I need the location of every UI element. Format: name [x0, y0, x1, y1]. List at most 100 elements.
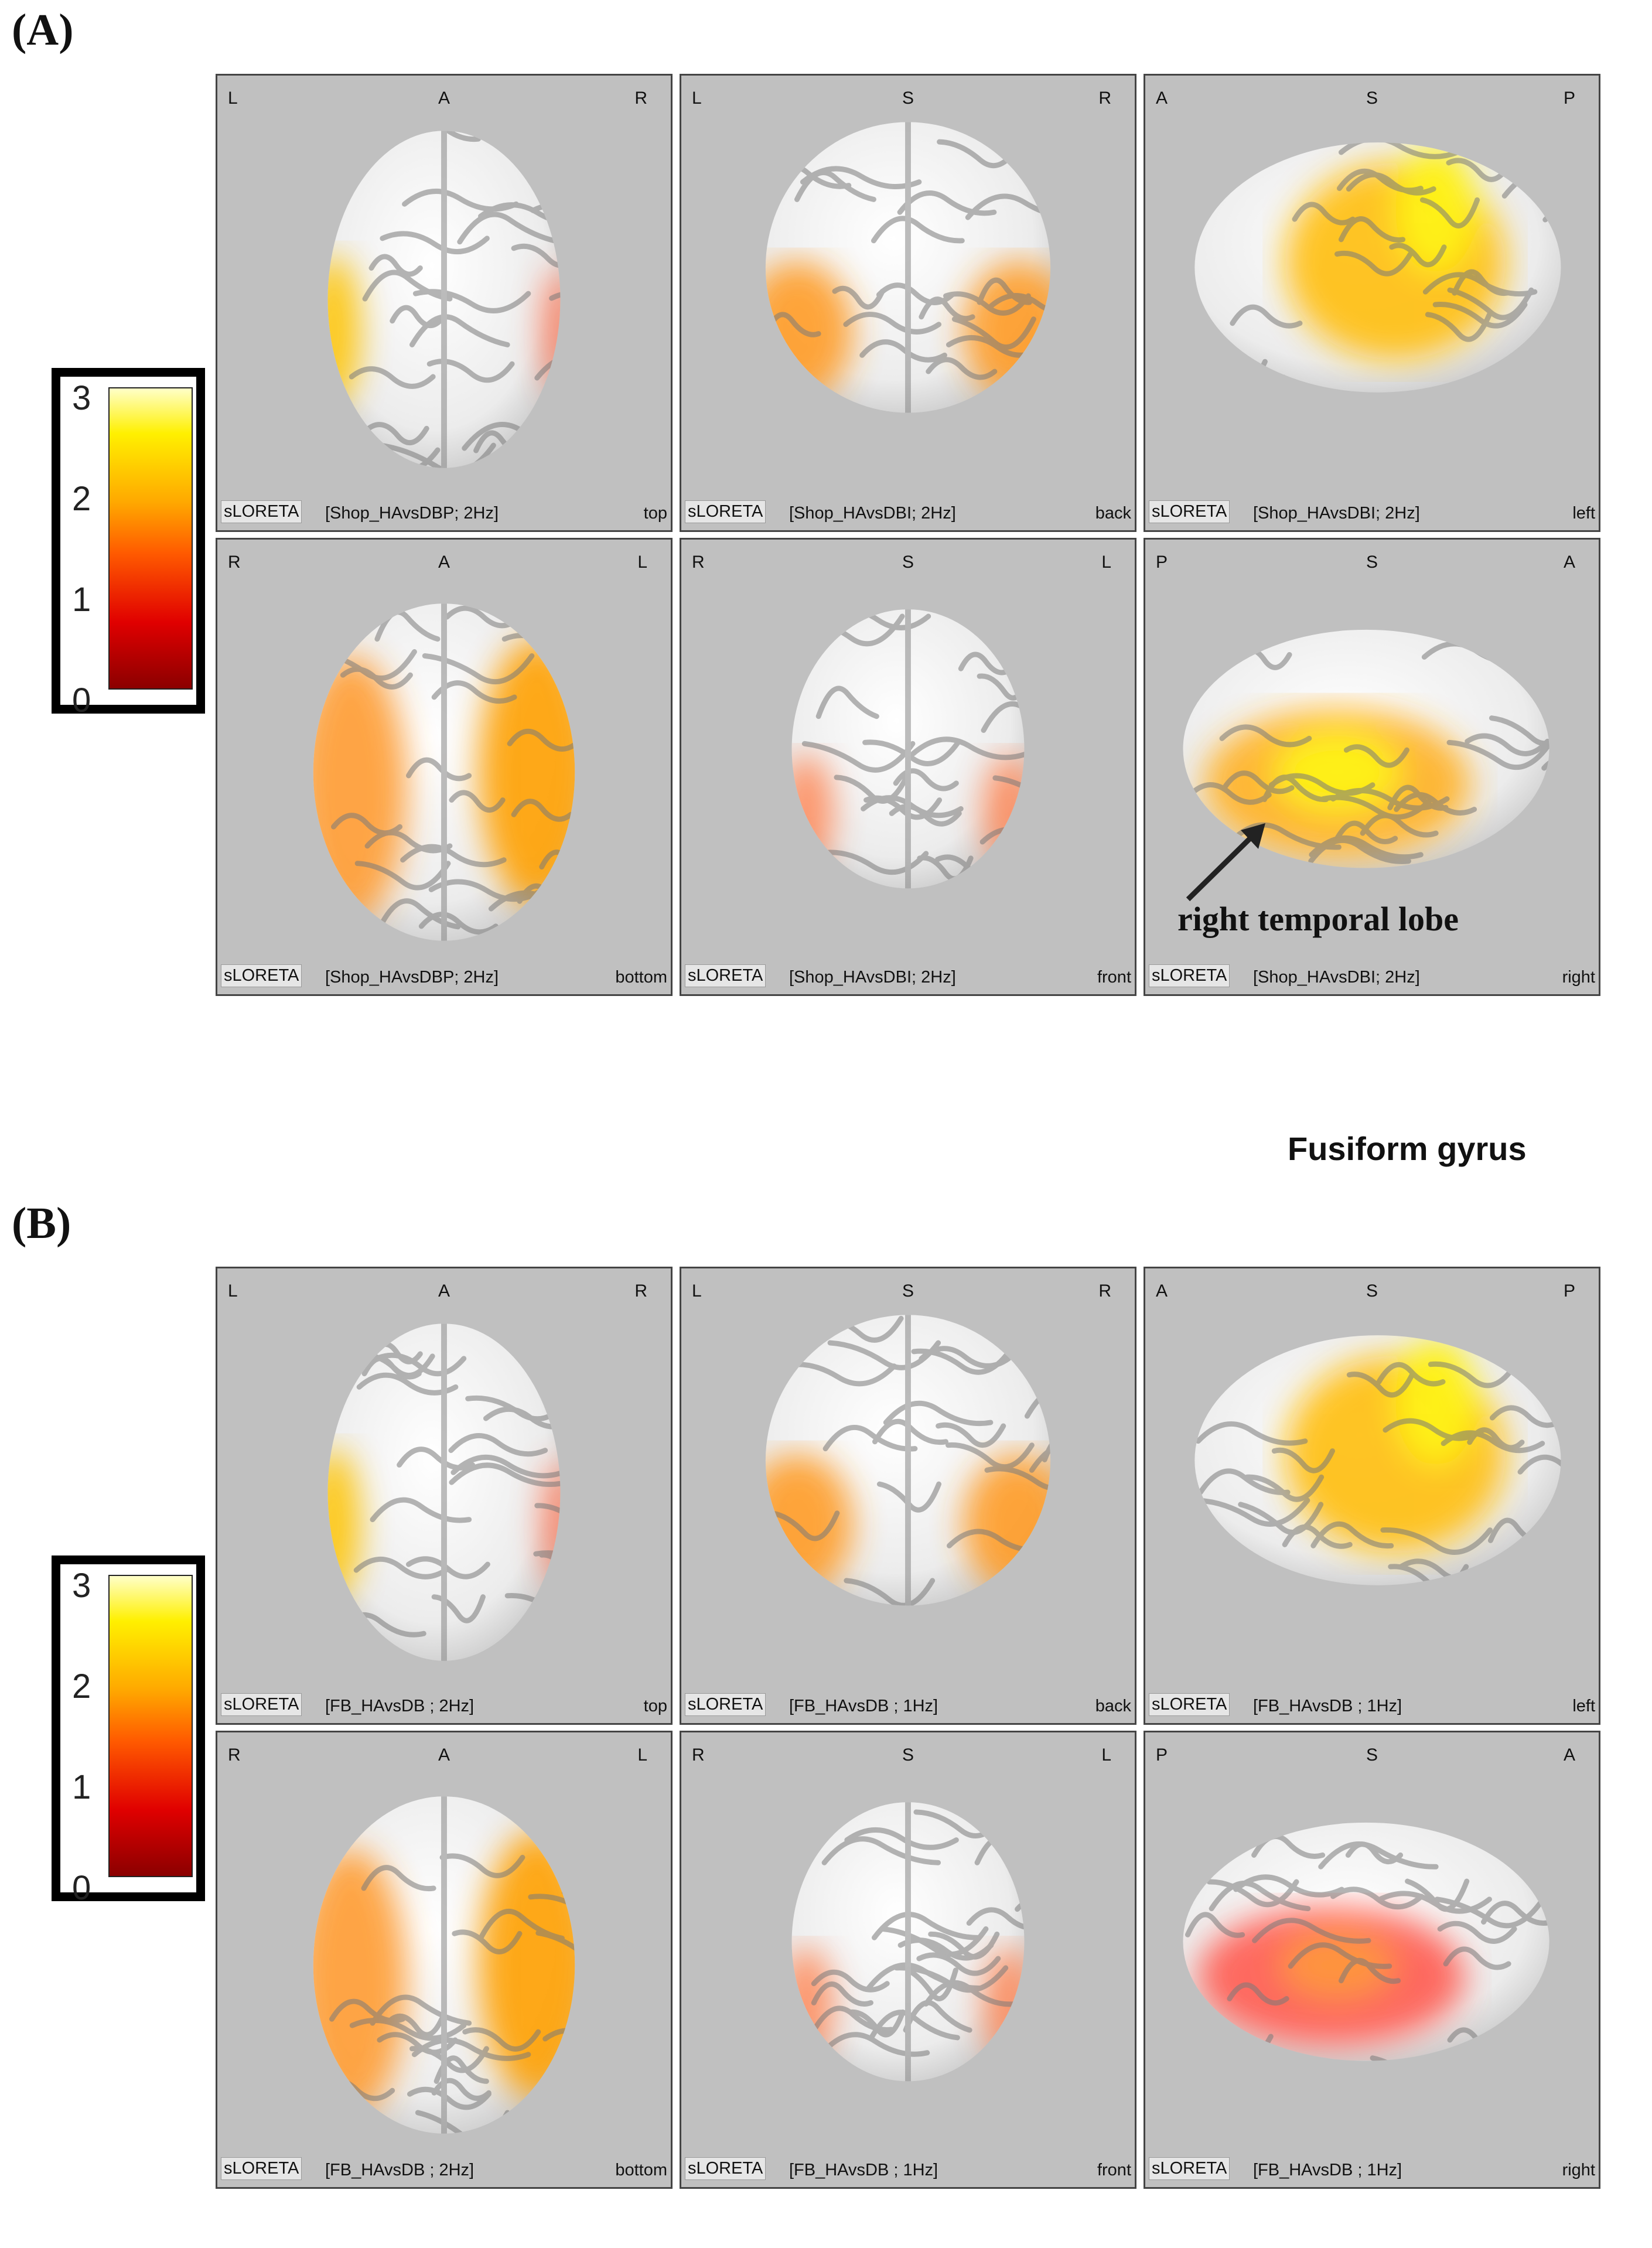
panel-b-label: (B): [12, 1199, 71, 1248]
orientation-center-label: S: [902, 88, 914, 108]
orientation-right-label: L: [1101, 552, 1111, 572]
contrast-label: [Shop_HAvsDBP; 2Hz]: [325, 504, 499, 523]
method-label: sLORETA: [221, 500, 302, 523]
brain-render: [1183, 629, 1549, 868]
view-footer: sLORETA [Shop_HAvsDBP; 2Hz] top: [221, 497, 667, 523]
orientation-left-label: A: [1156, 1281, 1168, 1301]
colorbar-b-tick-3: 3: [72, 1567, 91, 1605]
activation-region: [542, 1460, 561, 1588]
orientation-center-label: S: [902, 1281, 914, 1301]
orientation-right-label: P: [1563, 88, 1575, 108]
method-label: sLORETA: [1149, 500, 1230, 523]
orientation-right-label: A: [1563, 552, 1575, 572]
orientation-left-label: R: [692, 1745, 705, 1765]
view-direction-label: top: [643, 504, 667, 523]
colorbar-a-tick-0: 0: [72, 681, 91, 719]
orientation-left-label: L: [228, 88, 238, 108]
orientation-center-label: S: [1366, 88, 1378, 108]
brain-render: [313, 603, 575, 941]
view-footer: sLORETA [FB_HAvsDB ; 1Hz] front: [685, 2154, 1131, 2180]
orientation-left-label: L: [692, 88, 702, 108]
orientation-right-label: P: [1563, 1281, 1575, 1301]
view-footer: sLORETA [FB_HAvsDB ; 2Hz] bottom: [221, 2154, 667, 2180]
orientation-right-label: R: [1098, 88, 1111, 108]
orientation-right-label: L: [1101, 1745, 1111, 1765]
method-label: sLORETA: [685, 1693, 766, 1716]
view-direction-label: back: [1095, 504, 1131, 523]
activation-region: [963, 1454, 1051, 1594]
orientation-left-label: A: [1156, 88, 1168, 108]
view-footer: sLORETA [Shop_HAvsDBI; 2Hz] front: [685, 961, 1131, 987]
brain-render: [791, 1802, 1025, 2082]
orientation-left-label: L: [692, 1281, 702, 1301]
orientation-center-label: A: [438, 552, 450, 572]
orientation-right-label: R: [1098, 1281, 1111, 1301]
view-direction-label: back: [1095, 1697, 1131, 1715]
contrast-label: [Shop_HAvsDBI; 2Hz]: [1253, 968, 1420, 987]
activation-region: [984, 755, 1025, 871]
view-footer: sLORETA [Shop_HAvsDBI; 2Hz] left: [1149, 497, 1595, 523]
brain-render: [1194, 142, 1561, 393]
contrast-label: [Shop_HAvsDBI; 2Hz]: [789, 504, 956, 523]
view-direction-label: bottom: [615, 2161, 667, 2179]
view-direction-label: front: [1097, 968, 1131, 987]
activation-region: [791, 755, 832, 871]
brain-render: [327, 131, 561, 468]
region-title-fusiform: Fusiform gyrus: [1288, 1130, 1527, 1167]
method-label: sLORETA: [1149, 1693, 1230, 1716]
method-label: sLORETA: [221, 1693, 302, 1716]
contrast-label: [Shop_HAvsDBP; 2Hz]: [325, 968, 499, 987]
contrast-label: [FB_HAvsDB ; 1Hz]: [1253, 1697, 1402, 1715]
orientation-center-label: A: [438, 1281, 450, 1301]
orientation-center-label: S: [902, 552, 914, 572]
orientation-left-label: R: [228, 552, 241, 572]
brain-render: [765, 1315, 1051, 1606]
orientation-center-label: A: [438, 1745, 450, 1765]
orientation-center-label: S: [1366, 552, 1378, 572]
orientation-center-label: A: [438, 88, 450, 108]
orientation-left-label: L: [228, 1281, 238, 1301]
orientation-left-label: R: [228, 1745, 241, 1765]
colorbar-b-tick-2: 2: [72, 1667, 91, 1705]
annotation-arrow: [1186, 823, 1265, 902]
view-footer: sLORETA [FB_HAvsDB ; 1Hz] right: [1149, 2154, 1595, 2180]
view-footer: sLORETA [Shop_HAvsDBP; 2Hz] bottom: [221, 961, 667, 987]
colorbar-a-tick-2: 2: [72, 480, 91, 518]
contrast-label: [FB_HAvsDB ; 1Hz]: [789, 1697, 938, 1715]
orientation-left-label: P: [1156, 552, 1168, 572]
colorbar-a-gradient: [108, 387, 193, 690]
colorbar-b-gradient: [108, 1575, 193, 1877]
view-direction-label: left: [1572, 504, 1595, 523]
colorbar-b: 3 2 1 0: [52, 1555, 205, 1905]
method-label: sLORETA: [221, 2157, 302, 2180]
activation-region: [327, 1448, 360, 1600]
view-direction-label: top: [643, 1697, 667, 1715]
colorbar-b-tick-1: 1: [72, 1768, 91, 1806]
view-footer: sLORETA [FB_HAvsDB ; 1Hz] back: [685, 1690, 1131, 1716]
view-direction-label: bottom: [615, 968, 667, 987]
activation-region: [479, 638, 575, 906]
orientation-left-label: P: [1156, 1745, 1168, 1765]
brain-render: [313, 1796, 575, 2134]
brain-render: [765, 122, 1051, 413]
view-direction-label: right: [1562, 2161, 1595, 2179]
contrast-label: [Shop_HAvsDBI; 2Hz]: [1253, 504, 1420, 523]
method-label: sLORETA: [685, 2157, 766, 2180]
activation-region: [327, 255, 360, 407]
contrast-label: [Shop_HAvsDBI; 2Hz]: [789, 968, 956, 987]
annotation-right-temporal-lobe: right temporal lobe: [1177, 900, 1459, 938]
activation-region: [313, 1848, 407, 2116]
view-direction-label: front: [1097, 2161, 1131, 2179]
activation-region: [791, 1947, 832, 2064]
orientation-right-label: A: [1563, 1745, 1575, 1765]
